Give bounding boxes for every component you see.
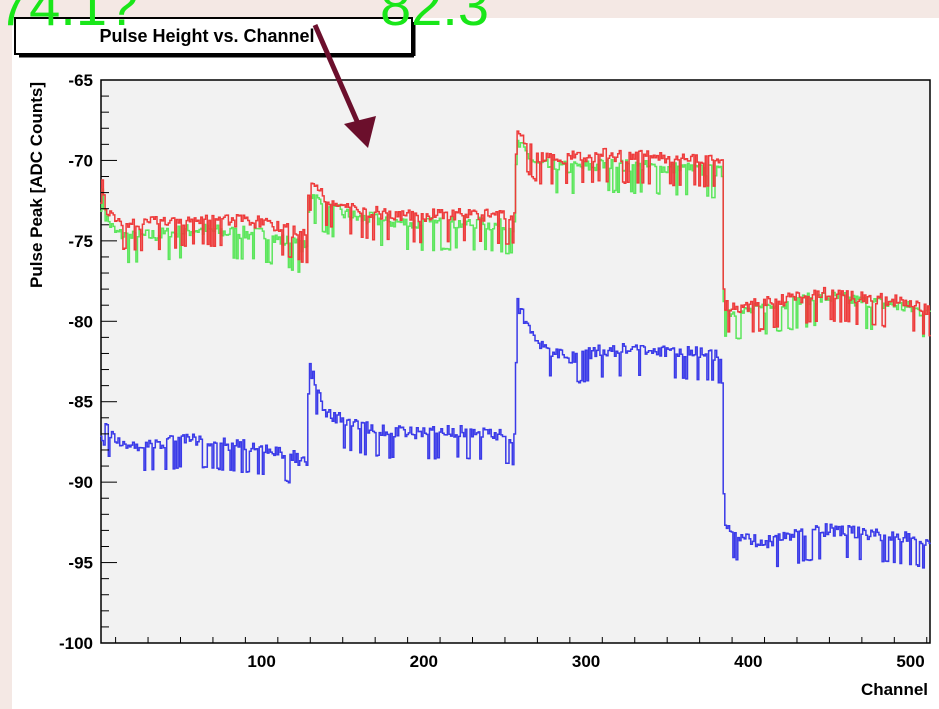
y-tick-label: -75 xyxy=(68,232,93,251)
chart-title: Pulse Height vs. Channel xyxy=(99,26,314,46)
series-line-green xyxy=(100,139,931,340)
series-line-blue xyxy=(100,297,931,569)
y-tick-label: -90 xyxy=(68,473,93,492)
x-tick-label: 500 xyxy=(896,652,924,671)
y-axis-title: Pulse Peak [ADC Counts] xyxy=(27,82,46,288)
series-line-red xyxy=(100,130,931,337)
y-tick-label: -65 xyxy=(68,71,93,90)
x-tick-label: 100 xyxy=(247,652,275,671)
x-tick-label: 300 xyxy=(572,652,600,671)
arrow-shaft xyxy=(312,23,363,130)
series-group xyxy=(100,130,931,569)
x-axis: 100 200 300 400 500 xyxy=(115,637,928,671)
y-axis: -65 -70 -75 -80 -85 -90 -95 -100 xyxy=(59,71,117,653)
y-tick-label: -70 xyxy=(68,151,93,170)
title-box xyxy=(14,17,413,55)
annotation-left-value: 74.1? xyxy=(0,0,138,37)
y-tick-label: -85 xyxy=(68,393,93,412)
x-tick-label: 400 xyxy=(734,652,762,671)
arrow-head-icon xyxy=(344,116,376,148)
x-tick-label: 200 xyxy=(410,652,438,671)
x-axis-title: Channel xyxy=(861,680,928,699)
y-tick-label: -100 xyxy=(59,634,93,653)
y-tick-label: -80 xyxy=(68,312,93,331)
annotation-right-value: 82.3 xyxy=(380,0,489,37)
arrow-annotation xyxy=(312,23,376,148)
y-tick-label: -95 xyxy=(68,554,93,573)
